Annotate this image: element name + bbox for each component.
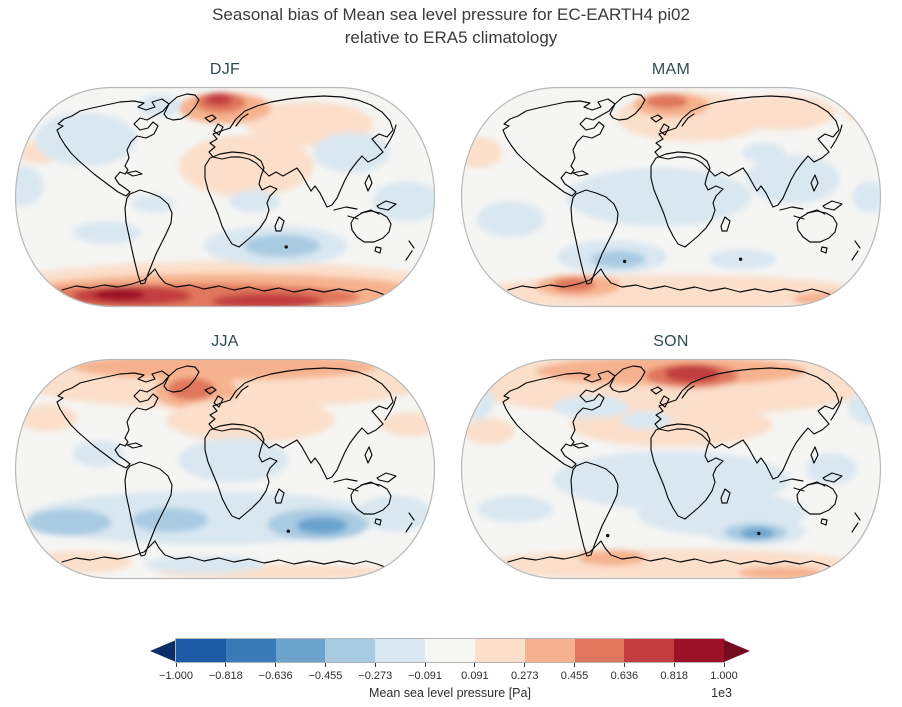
panel-title-mam: MAM [651,61,691,78]
colorbar-tick-label: −0.636 [258,670,293,682]
map-panel-jja: JJA [14,330,436,580]
colorbar-tick [524,663,526,667]
colorbar-segment [176,639,226,662]
panel-title-jja: JJA [211,333,239,350]
coastlines [502,365,861,568]
colorbar-tick [474,663,476,667]
map-boundary [14,86,436,308]
figure-title-line2: relative to ERA5 climatology [344,28,558,47]
colorbar-segment [674,639,724,662]
map-jja [14,358,436,580]
map-mam [460,86,882,308]
colorbar-tick-label: 0.273 [510,670,539,682]
colorbar-tick-label: −0.455 [308,670,343,682]
colorbar-over-arrow [723,639,750,662]
colorbar-tick [324,663,326,667]
map-panel-son: SON [460,330,882,580]
colorbar-segment [225,639,276,662]
colorbar: −1.000 −0.818 −0.636 −0.455 −0.273 −0.091 0.09… [150,638,752,703]
colorbar-tick-label: 0.455 [560,670,589,682]
colorbar-tick [225,663,227,667]
coastlines [56,365,415,568]
colorbar-tick [673,663,675,667]
figure-title: Seasonal bias of Mean sea level pressure… [0,3,902,49]
map-djf [14,86,436,308]
map-boundary [460,86,882,308]
coastlines [56,93,415,296]
colorbar-gradient [175,638,725,663]
colorbar-tick-label: 0.818 [660,670,688,682]
extremum-dot [622,259,627,264]
map-boundary [14,358,436,580]
colorbar-axis-label: Mean sea level pressure [Pa] [369,686,531,700]
colorbar-tick-label: −0.818 [208,670,243,682]
colorbar-tick-label: −1.000 [159,670,193,682]
figure-title-line1: Seasonal bias of Mean sea level pressure… [212,5,690,24]
panel-title-djf: DJF [209,61,241,78]
colorbar-tick-label: −0.091 [408,670,443,682]
colorbar-segment [325,639,376,662]
colorbar-segment [574,639,625,662]
map-boundary [460,358,882,580]
colorbar-bar [150,638,750,663]
colorbar-tick [723,663,725,667]
extremum-dot [606,533,610,538]
map-son [460,358,882,580]
extremum-dot [757,531,761,536]
colorbar-scale-multiplier: 1e3 [711,686,732,700]
extremum-dot [738,257,743,261]
colorbar-under-arrow [150,639,176,662]
map-panel-djf: DJF [14,58,436,308]
colorbar-segment [624,639,675,662]
colorbar-tick-label: 0.636 [610,670,639,682]
colorbar-tick [424,663,426,667]
extremum-dot [284,245,288,249]
colorbar-segment [375,639,426,662]
colorbar-tick-label: 0.091 [461,670,489,682]
coastlines [502,93,861,296]
colorbar-tick [175,663,177,667]
colorbar-tick [574,663,576,667]
colorbar-tick-label: 1.000 [710,670,738,682]
colorbar-tick [275,663,277,667]
panel-title-son: SON [653,333,689,350]
colorbar-segment [474,639,525,662]
colorbar-segment [275,639,326,662]
colorbar-tick-label: −0.273 [358,670,393,682]
extremum-dot [286,529,290,533]
map-panel-mam: MAM [460,58,882,308]
colorbar-segment [524,639,575,662]
colorbar-segment [425,639,475,662]
colorbar-tick [374,663,376,667]
colorbar-tick [623,663,625,667]
